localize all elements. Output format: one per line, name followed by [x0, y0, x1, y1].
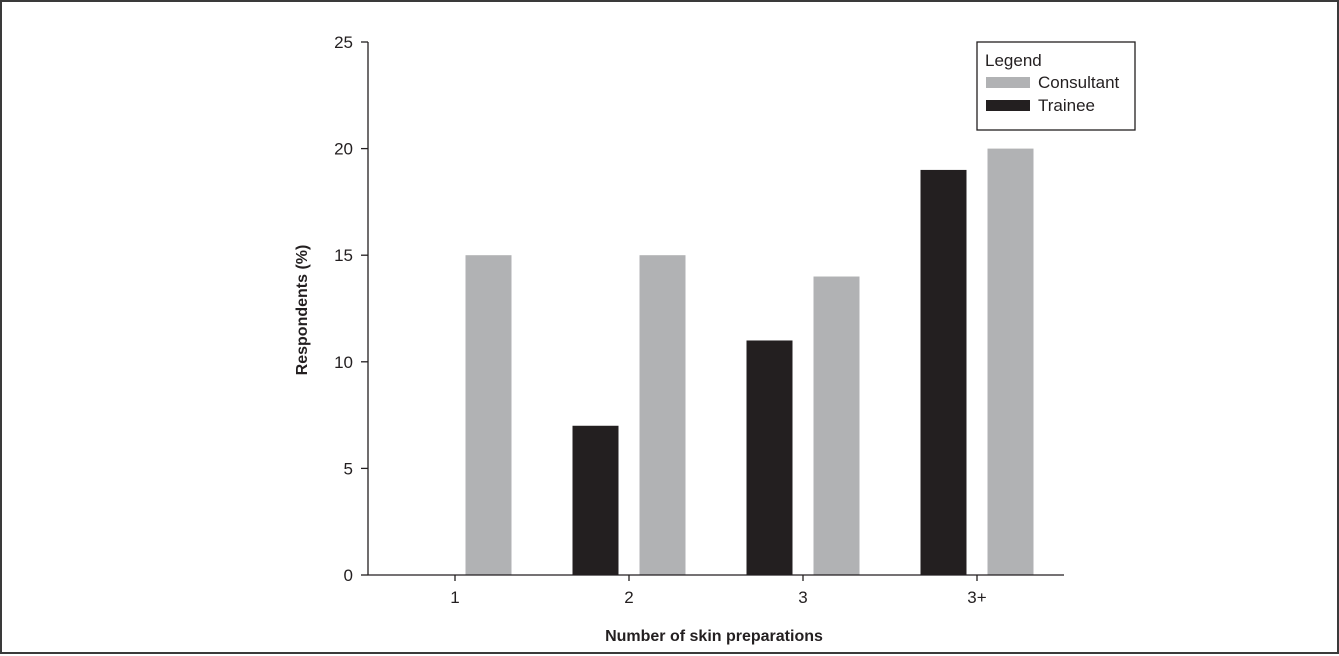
axes-group [367, 42, 1064, 576]
bars-group [465, 148, 1034, 576]
x-axis-title: Number of skin preparations [605, 628, 823, 645]
y-tick-label: 20 [334, 140, 353, 159]
y-tick-label: 5 [344, 459, 353, 478]
x-tick-label: 3+ [967, 588, 986, 607]
legend-entries: Consultant Trainee [986, 73, 1120, 115]
x-tick-label: 2 [624, 588, 633, 607]
legend: Legend Consultant Trainee [976, 41, 1136, 131]
bar-trainee-3plus [920, 169, 967, 576]
y-tick-label: 25 [334, 33, 353, 52]
x-tick-label: 3 [798, 588, 807, 607]
y-tick-label: 0 [344, 566, 353, 585]
legend-label-trainee: Trainee [1038, 96, 1095, 115]
bar-trainee-3 [746, 340, 793, 575]
bar-consultant-3plus [987, 148, 1034, 575]
legend-label-consultant: Consultant [1038, 73, 1120, 92]
bar-consultant-3 [813, 276, 860, 575]
legend-swatch-consultant [986, 77, 1030, 88]
bar-trainee-2 [572, 425, 619, 575]
bar-consultant-1 [465, 255, 512, 575]
y-axis-title: Respondents (%) [294, 245, 311, 376]
x-tick-label: 1 [450, 588, 459, 607]
legend-swatch-trainee [986, 100, 1030, 111]
x-axis-ticks: 1 2 3 3+ [450, 575, 987, 607]
y-tick-label: 15 [334, 246, 353, 265]
legend-title: Legend [985, 51, 1042, 70]
y-axis-ticks: 0 5 10 15 20 25 [334, 33, 368, 585]
bar-consultant-2 [639, 255, 686, 575]
y-tick-label: 10 [334, 353, 353, 372]
